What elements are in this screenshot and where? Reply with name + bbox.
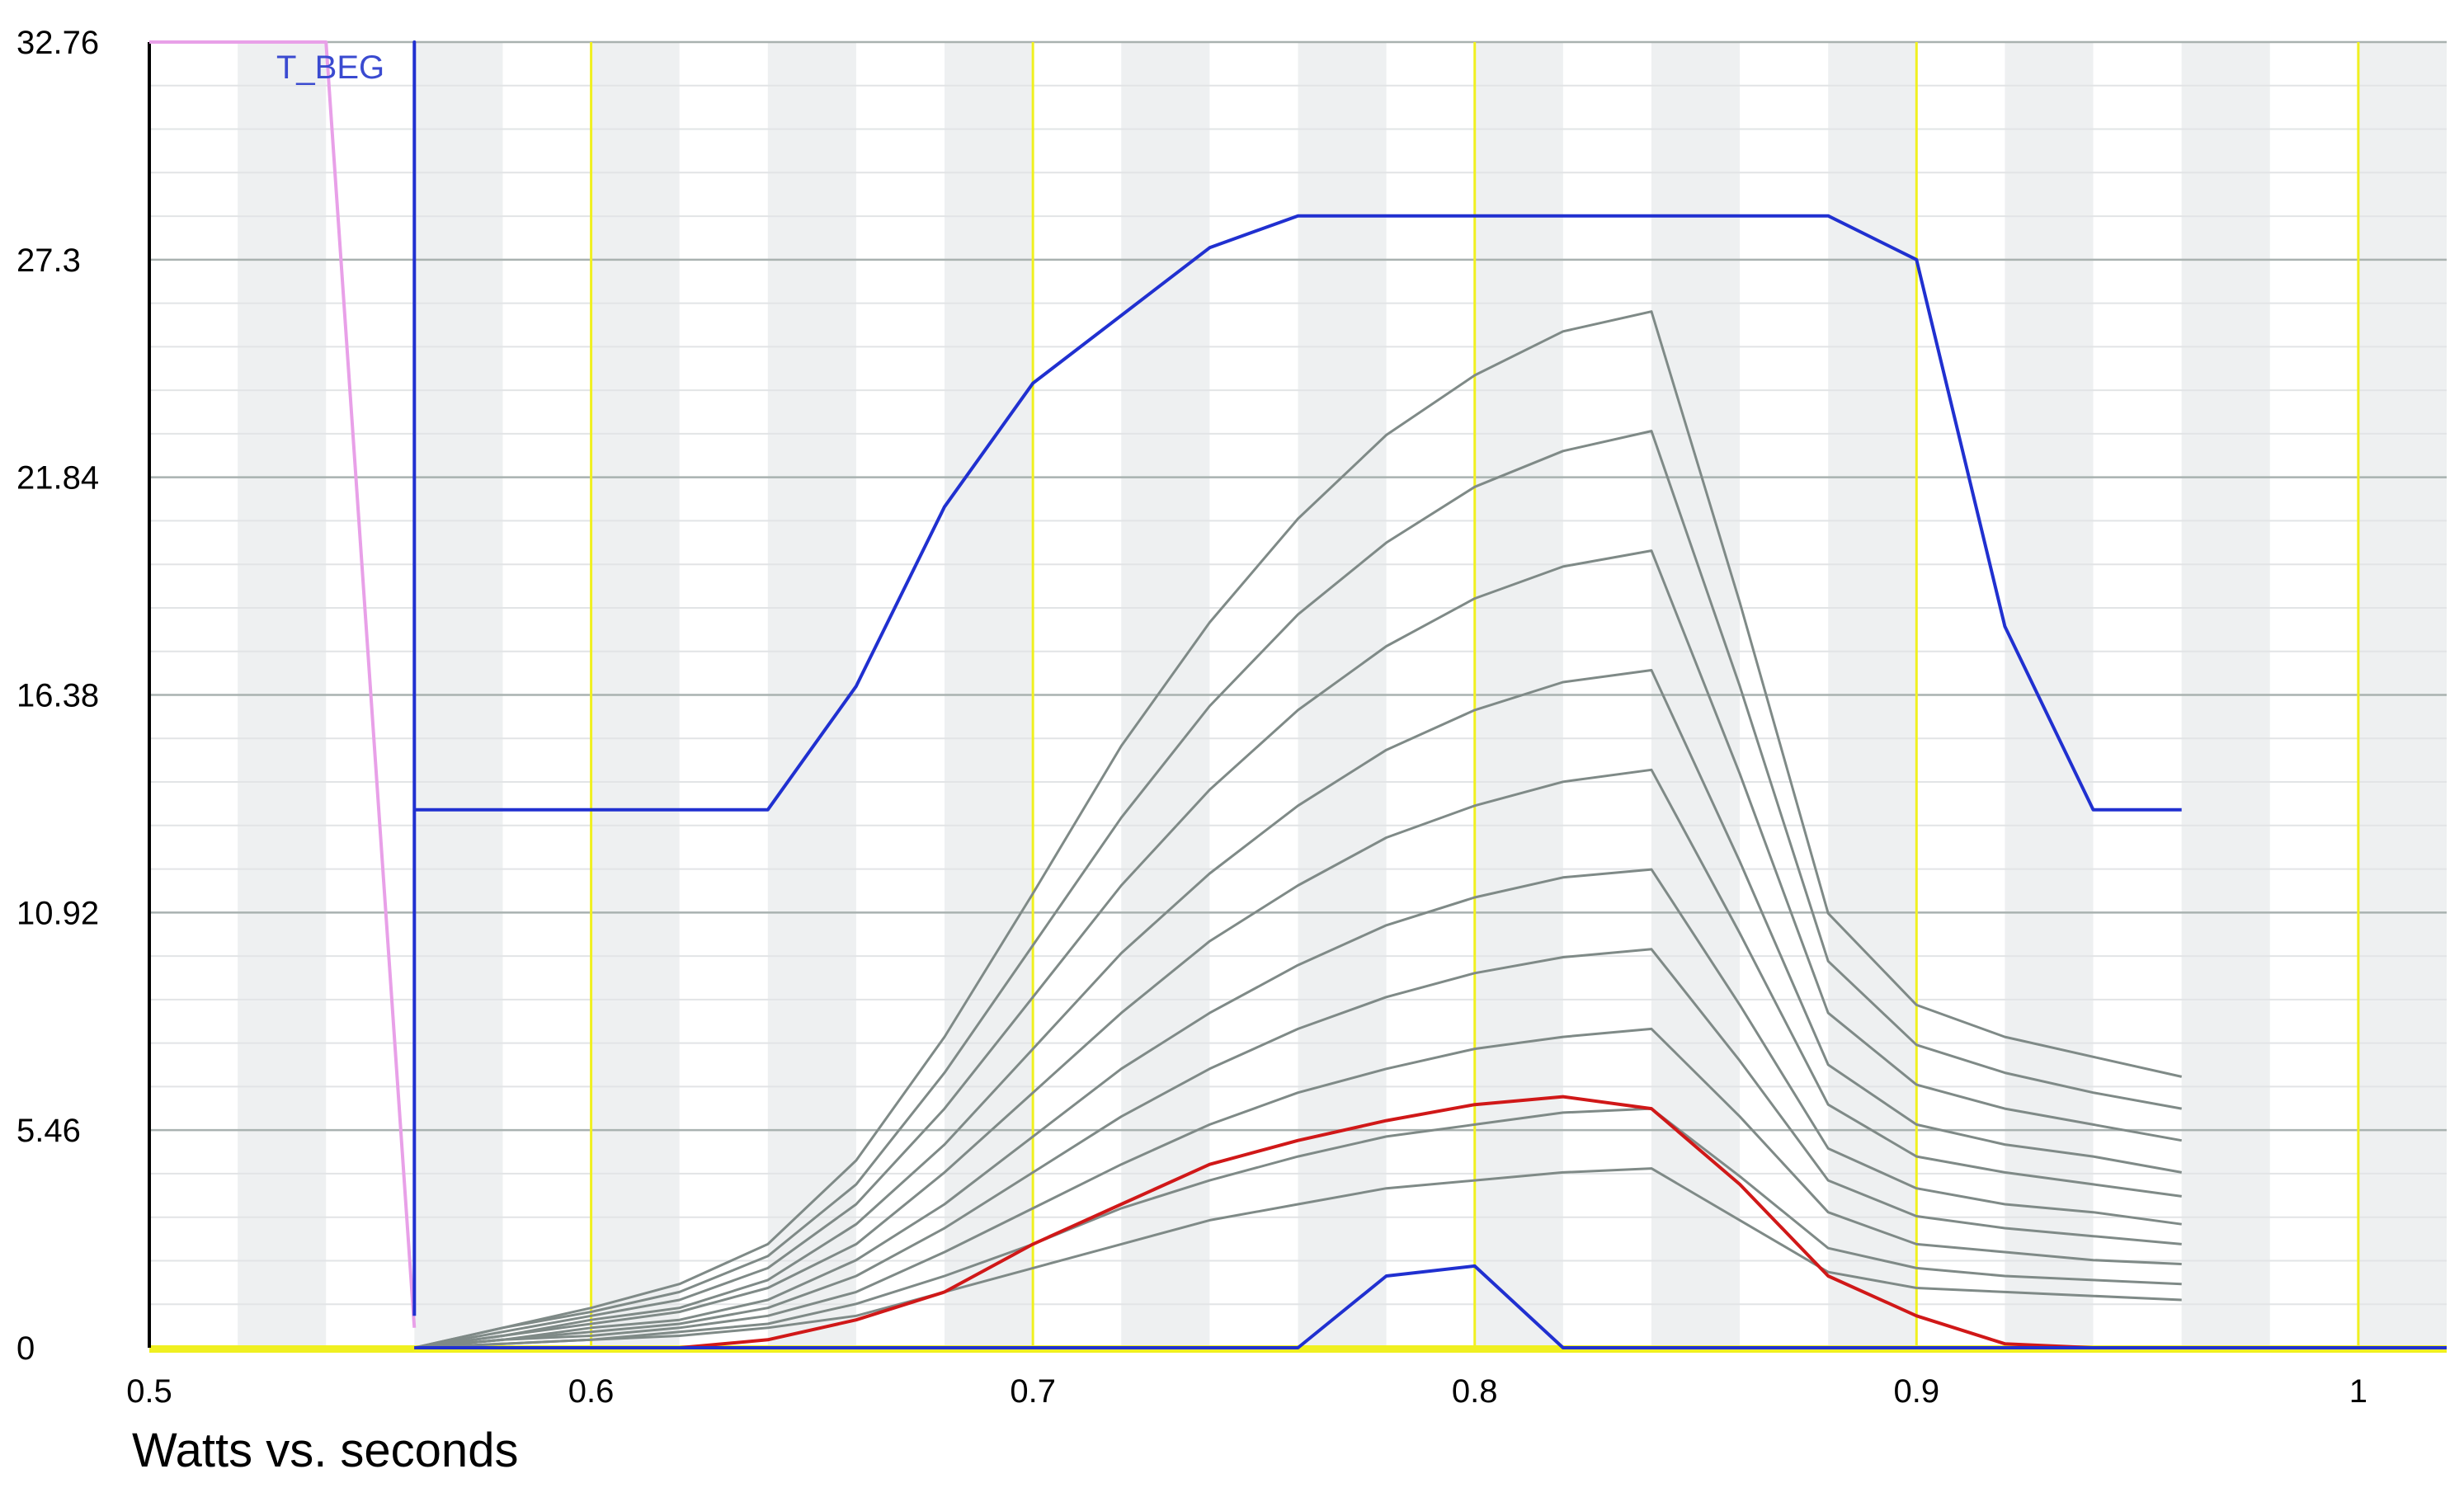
y-tick-label: 0: [16, 1330, 35, 1367]
y-tick-label: 21.84: [16, 460, 99, 497]
y-tick-label: 27.3: [16, 242, 81, 279]
series-line: [414, 1095, 2182, 1349]
series-line: [414, 1027, 2182, 1349]
series-line: [413, 430, 2182, 1349]
series-line: [149, 40, 417, 1328]
plot-lines: [149, 40, 2447, 1349]
y-tick-label: 5.46: [16, 1113, 81, 1149]
y-tick-label: 16.38: [16, 678, 99, 714]
plot-background: [148, 40, 2447, 1353]
series-line: [414, 669, 2182, 1349]
series-line: [414, 549, 2182, 1349]
x-tick-label: 0.8: [1452, 1373, 1498, 1410]
series-line: [414, 768, 2182, 1349]
series-line: [414, 868, 2182, 1349]
x-axis-label: Watts vs. seconds: [132, 1424, 518, 1477]
x-tick-label: 0.7: [1010, 1373, 1056, 1410]
y-tick-label: 10.92: [16, 895, 99, 931]
series-line: [414, 1107, 2182, 1349]
x-tick-label: 0.6: [568, 1373, 615, 1410]
series-line: [414, 1264, 2447, 1349]
x-tick-label: 0.5: [126, 1373, 172, 1410]
annotation: T_BEG: [276, 49, 384, 86]
series-line: [412, 40, 2182, 1316]
x-tick-label: 0.9: [1894, 1373, 1940, 1410]
x-tick-label: 1: [2349, 1373, 2367, 1410]
series-line: [413, 310, 2183, 1349]
series-line: [414, 948, 2182, 1349]
y-tick-label: 32.76: [16, 25, 99, 61]
series-line: [414, 1167, 2182, 1349]
